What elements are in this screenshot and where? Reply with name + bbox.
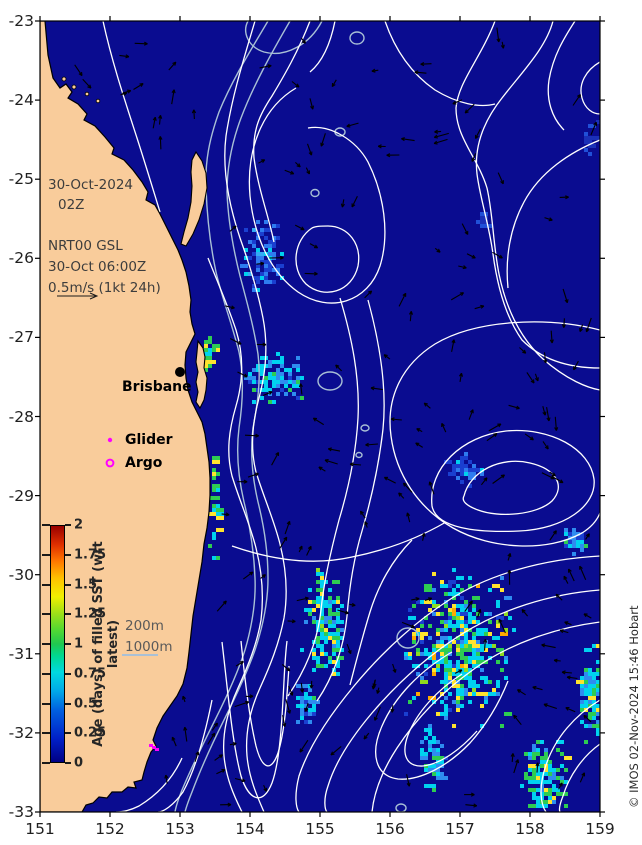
colorbar-axis-label: Age (days) of filled SST (wrt latest)	[91, 541, 121, 747]
y-tick-label: -32	[8, 723, 34, 742]
mainland-coastline	[40, 21, 211, 812]
depth-1000m-label: 1000m	[125, 639, 173, 655]
colorbar-tick-label: 0.75	[74, 666, 107, 682]
y-tick-label: -24	[8, 91, 34, 110]
model-run-label: 30-Oct 06:00Z	[48, 259, 147, 275]
depth-1000m-contour-sample	[122, 654, 158, 656]
colorbar-tick-mark	[65, 553, 71, 556]
colorbar-tick-mark	[42, 643, 50, 645]
colorbar-tick-mark	[65, 732, 71, 735]
model-name-label: NRT00 GSL	[48, 238, 123, 254]
depth-200m-label: 200m	[125, 618, 164, 634]
y-tick-label: -23	[8, 12, 34, 30]
colorbar-tick-label: 1.25	[74, 606, 107, 622]
colorbar-tick-mark	[65, 702, 71, 705]
colorbar-tick-label: 1	[74, 636, 84, 652]
brisbane-city-dot	[175, 367, 185, 377]
colorbar-tick-label: 1.75	[74, 547, 107, 563]
colorbar-tick-mark	[42, 583, 50, 586]
y-tick-label: -30	[8, 565, 34, 584]
current-vectors	[74, 27, 598, 808]
colorbar-tick-mark	[65, 762, 71, 764]
x-tick-label: 152	[95, 820, 125, 838]
glider-track-marker	[149, 744, 159, 751]
x-tick-label: 158	[515, 820, 545, 838]
colorbar-tick-mark	[42, 613, 50, 616]
brisbane-label: Brisbane	[122, 379, 192, 395]
glider-legend-dot	[107, 437, 113, 443]
colorbar-tick-mark	[65, 613, 71, 616]
y-tick-label: -33	[8, 803, 34, 821]
colorbar-tick-label: 0.5	[74, 696, 98, 711]
x-tick-label: 157	[445, 820, 475, 838]
y-tick-label: -29	[8, 486, 34, 505]
colorbar-tick-mark	[65, 672, 71, 675]
glider-legend-label: Glider	[125, 432, 173, 448]
fraser-island	[180, 150, 208, 247]
colorbar-tick-mark	[42, 762, 50, 764]
x-tick-label: 151	[25, 820, 55, 838]
colorbar-tick-label: 2	[74, 517, 84, 533]
colorbar-tick-label: 1.5	[74, 577, 98, 592]
colorbar-tick-mark	[65, 583, 71, 586]
colorbar-tick-mark	[42, 524, 50, 526]
colorbar	[50, 525, 65, 763]
y-tick-label: -28	[8, 407, 34, 426]
x-tick-label: 154	[235, 820, 265, 838]
vector-scale-label: 0.5m/s (1kt 24h)	[48, 280, 161, 296]
y-tick-label: -31	[8, 644, 34, 663]
argo-legend-circle	[105, 458, 115, 468]
colorbar-tick-mark	[42, 672, 50, 675]
colorbar-tick-mark	[42, 732, 50, 735]
colorbar-tick-mark	[42, 553, 50, 556]
moreton-islands	[195, 339, 208, 410]
valid-date-label: 30-Oct-2024	[48, 177, 133, 193]
copyright-label: © IMOS 02-Nov-2024 15:46 Hobart	[627, 605, 641, 808]
x-tick-label: 159	[585, 820, 615, 838]
x-tick-label: 155	[305, 820, 335, 838]
y-tick-label: -27	[8, 328, 34, 347]
colorbar-tick-mark	[65, 524, 71, 526]
argo-legend-label: Argo	[125, 455, 163, 471]
axes-frame	[35, 16, 605, 817]
scale-arrow	[57, 292, 99, 300]
coastal-islets	[61, 76, 101, 104]
colorbar-tick-label: 0	[74, 755, 84, 771]
colorbar-tick-label: 0.25	[74, 725, 107, 741]
x-tick-label: 153	[165, 820, 195, 838]
y-tick-label: -25	[8, 170, 34, 189]
y-tick-label: -26	[8, 249, 34, 268]
ssh-contours	[102, 21, 600, 812]
colorbar-tick-mark	[42, 702, 50, 705]
x-tick-label: 156	[375, 820, 405, 838]
colorbar-tick-mark	[65, 643, 71, 645]
valid-hour-label: 02Z	[58, 197, 85, 213]
